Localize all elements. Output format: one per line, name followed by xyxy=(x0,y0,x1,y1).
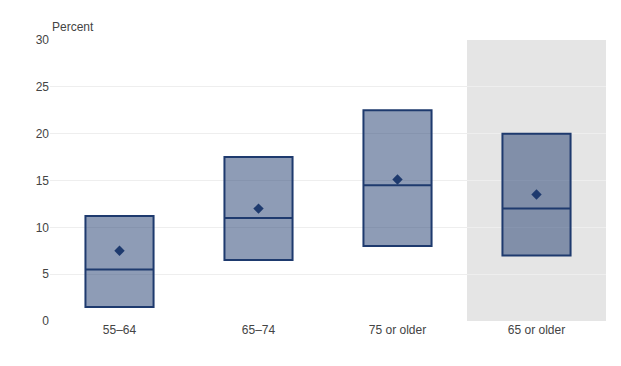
svg-text:15: 15 xyxy=(36,174,50,188)
svg-text:20: 20 xyxy=(36,127,50,141)
svg-text:10: 10 xyxy=(36,221,50,235)
svg-text:55–64: 55–64 xyxy=(103,323,137,337)
svg-text:30: 30 xyxy=(36,33,50,47)
svg-text:0: 0 xyxy=(42,314,49,328)
svg-text:Percent: Percent xyxy=(52,20,94,34)
svg-text:25: 25 xyxy=(36,80,50,94)
svg-text:65 or older: 65 or older xyxy=(508,323,565,337)
svg-text:65–74: 65–74 xyxy=(242,323,276,337)
svg-text:75 or older: 75 or older xyxy=(369,323,426,337)
svg-text:5: 5 xyxy=(42,267,49,281)
